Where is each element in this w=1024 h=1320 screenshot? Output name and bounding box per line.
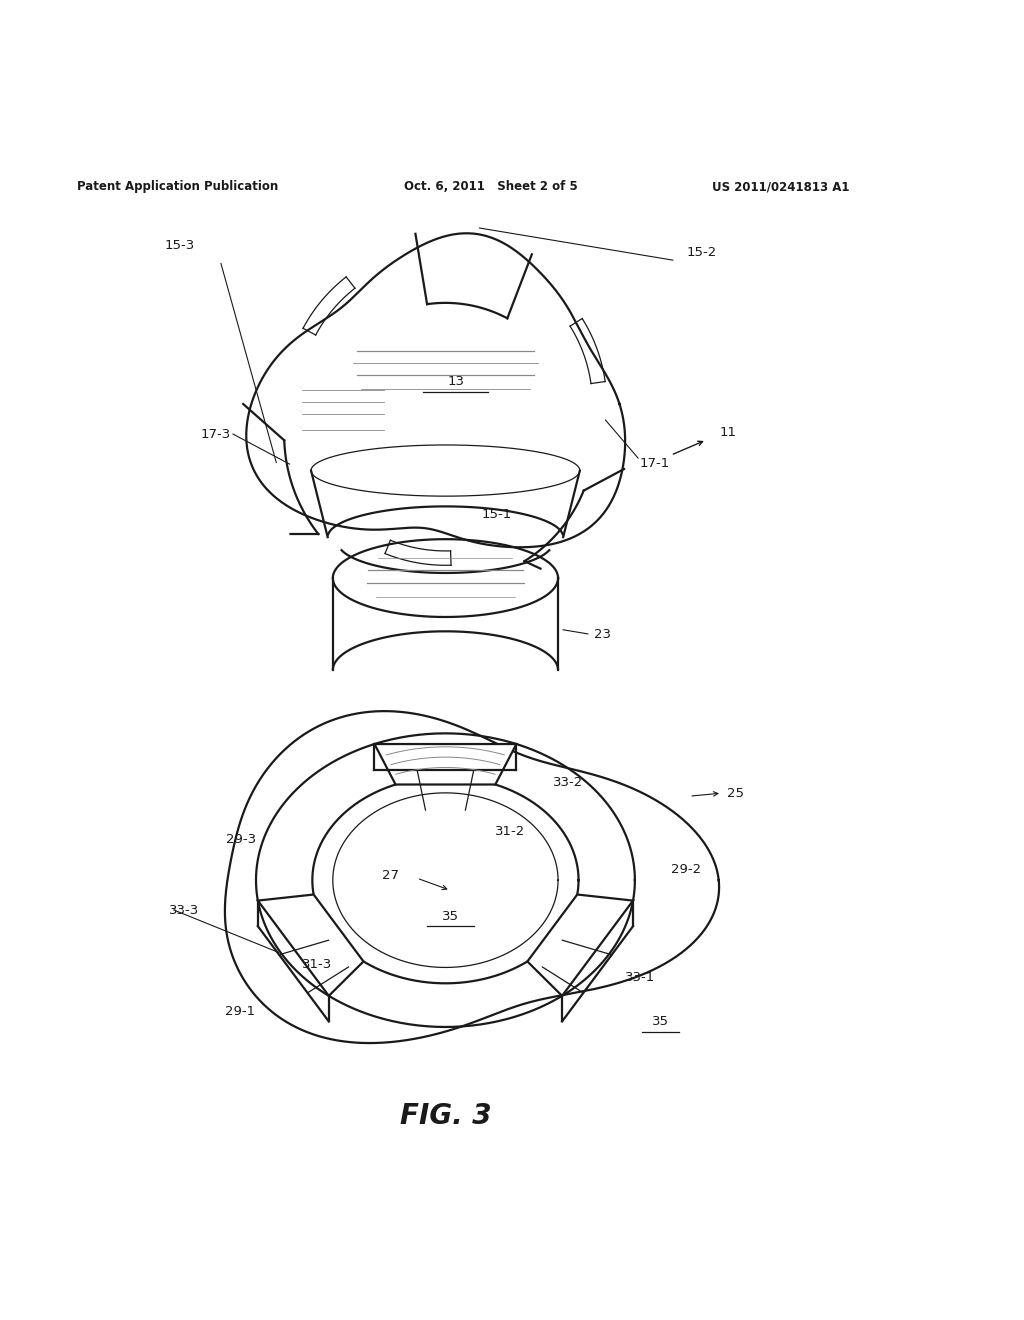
- Polygon shape: [527, 895, 633, 995]
- Text: 15-3: 15-3: [164, 239, 195, 252]
- Text: 33-3: 33-3: [169, 904, 200, 917]
- Text: 29-1: 29-1: [225, 1005, 255, 1018]
- Text: 25: 25: [727, 787, 744, 800]
- Text: 15-2: 15-2: [686, 246, 717, 259]
- Text: 17-1: 17-1: [640, 457, 671, 470]
- Text: 13: 13: [447, 375, 464, 388]
- Text: FIG. 3: FIG. 3: [399, 1102, 492, 1130]
- Text: 35: 35: [442, 909, 459, 923]
- Text: 29-2: 29-2: [671, 863, 700, 876]
- Text: Oct. 6, 2011   Sheet 2 of 5: Oct. 6, 2011 Sheet 2 of 5: [404, 181, 579, 194]
- Text: 33-1: 33-1: [625, 972, 655, 983]
- Text: Patent Application Publication: Patent Application Publication: [77, 181, 279, 194]
- Text: 33-2: 33-2: [553, 776, 584, 789]
- Text: 31-2: 31-2: [495, 825, 525, 837]
- Text: 17-3: 17-3: [200, 428, 230, 441]
- Text: 11: 11: [720, 426, 737, 440]
- Text: 29-3: 29-3: [226, 833, 256, 846]
- Polygon shape: [375, 744, 516, 784]
- Text: 15-1: 15-1: [481, 508, 512, 521]
- Text: 27: 27: [382, 869, 399, 882]
- Text: US 2011/0241813 A1: US 2011/0241813 A1: [712, 181, 849, 194]
- Text: 23: 23: [594, 628, 611, 642]
- Text: 31-3: 31-3: [302, 957, 333, 970]
- Polygon shape: [258, 895, 364, 995]
- Text: 35: 35: [652, 1015, 669, 1028]
